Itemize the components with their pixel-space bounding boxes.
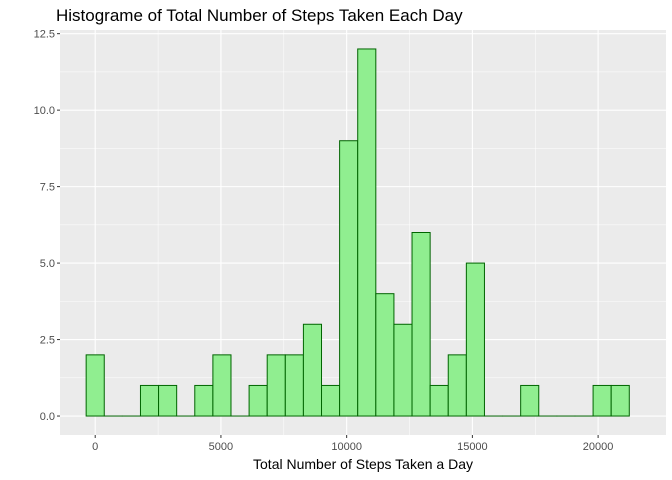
- histogram-bar: [610, 384, 630, 417]
- y-tick-label: 10.0: [34, 105, 55, 117]
- y-tick-label: 7.5: [40, 182, 55, 194]
- histogram-bar: [266, 354, 286, 417]
- y-tick-label: 5.0: [40, 258, 55, 270]
- histogram-bar: [139, 384, 160, 417]
- histogram-bar: [393, 323, 413, 417]
- x-tick-label: 15000: [457, 441, 488, 453]
- histogram-bar: [85, 354, 105, 417]
- histogram-bar: [248, 384, 268, 417]
- x-axis-title: Total Number of Steps Taken a Day: [253, 456, 473, 472]
- histogram-bar: [429, 384, 449, 417]
- histogram-bar: [465, 262, 485, 417]
- x-tick-label: 20000: [583, 441, 614, 453]
- histogram-bar: [284, 354, 304, 417]
- histogram-bar: [357, 48, 377, 417]
- histogram-bar: [447, 354, 467, 417]
- histogram-bar: [339, 140, 359, 417]
- x-tick-label: 0: [92, 441, 98, 453]
- histogram-bar: [375, 293, 395, 417]
- histogram-bar: [321, 384, 341, 417]
- histogram-bar: [212, 354, 232, 417]
- histogram-bar: [302, 323, 323, 417]
- x-tick-label: 5000: [209, 441, 233, 453]
- x-tick-label: 10000: [331, 441, 362, 453]
- chart-title: Histograme of Total Number of Steps Take…: [56, 6, 463, 25]
- histogram-bar: [411, 232, 431, 417]
- histogram-bar: [520, 384, 540, 417]
- histogram-bar: [158, 384, 178, 417]
- y-tick-label: 0.0: [40, 411, 55, 423]
- y-tick-label: 12.5: [34, 29, 55, 41]
- histogram-bar: [592, 384, 612, 417]
- histogram-bar: [194, 384, 214, 417]
- y-tick-label: 2.5: [40, 335, 55, 347]
